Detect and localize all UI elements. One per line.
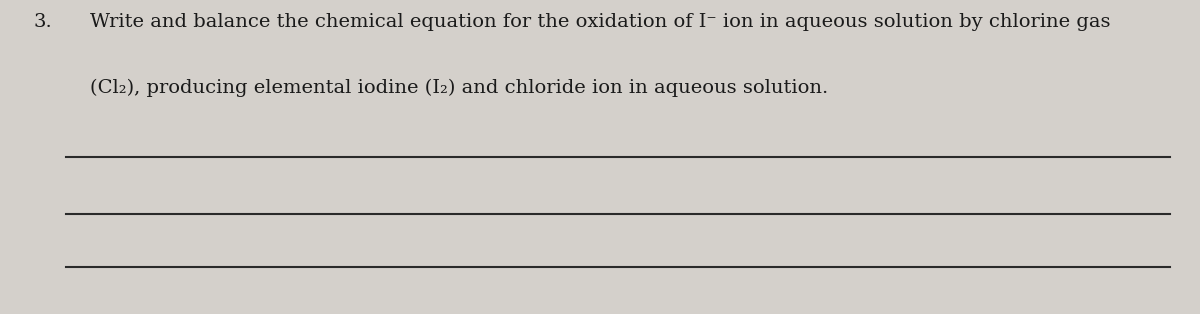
Text: Write and balance the chemical equation for the oxidation of I⁻ ion in aqueous s: Write and balance the chemical equation … <box>90 13 1110 30</box>
Text: 3.: 3. <box>34 13 53 30</box>
Text: (Cl₂), producing elemental iodine (I₂) and chloride ion in aqueous solution.: (Cl₂), producing elemental iodine (I₂) a… <box>90 78 828 97</box>
